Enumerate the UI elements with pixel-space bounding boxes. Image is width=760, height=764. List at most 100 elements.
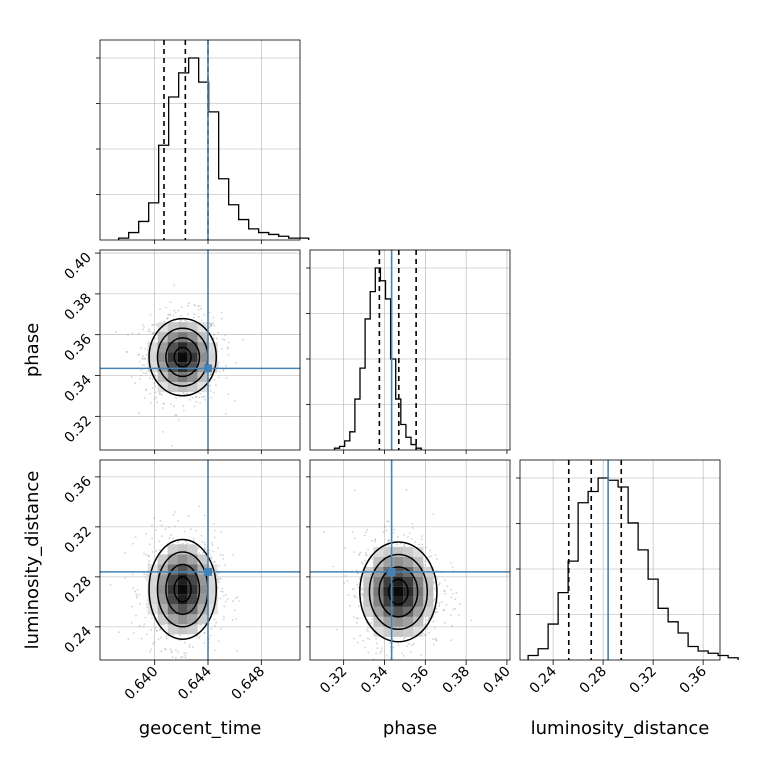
sample-point — [161, 407, 164, 409]
sample-point — [225, 594, 228, 596]
sample-point — [177, 520, 180, 522]
sample-point — [351, 530, 354, 533]
sample-point — [432, 620, 435, 623]
sample-point — [124, 552, 126, 554]
density-bin — [413, 606, 424, 617]
density-bin — [403, 546, 414, 557]
sample-point — [402, 655, 405, 657]
density-bin — [393, 546, 404, 557]
sample-point — [142, 372, 145, 374]
sample-point — [367, 627, 369, 629]
sample-point — [365, 531, 367, 534]
sample-point — [386, 654, 388, 657]
density-bin — [157, 382, 168, 393]
sample-point — [224, 334, 227, 336]
sample-point — [454, 607, 456, 610]
sample-point — [182, 391, 185, 394]
sample-point — [151, 524, 153, 527]
sample-point — [215, 621, 218, 624]
sample-point — [135, 593, 138, 596]
sample-point — [155, 550, 158, 552]
sample-point — [159, 308, 162, 311]
sample-point — [174, 525, 176, 528]
sample-point — [444, 579, 446, 581]
sample-point — [164, 528, 167, 530]
sample-point — [234, 400, 236, 402]
sample-point — [192, 316, 195, 319]
x-tick-label: 0.36 — [677, 663, 710, 696]
sample-point — [144, 347, 147, 350]
sample-point — [155, 629, 158, 632]
sample-point — [145, 554, 148, 556]
sample-point — [224, 412, 227, 415]
sample-point — [166, 317, 169, 320]
sample-point — [155, 396, 158, 398]
sample-point — [222, 618, 225, 620]
contour-line — [173, 346, 192, 368]
y-axis-luminosity_distance: 0.24 0.28 0.32 0.36 luminosity_distance — [22, 471, 100, 657]
sample-point — [336, 628, 338, 631]
sample-point — [170, 651, 173, 654]
panel-frame — [309, 249, 511, 451]
sample-point — [213, 324, 216, 327]
sample-point — [138, 412, 141, 415]
sample-point — [436, 577, 439, 580]
sample-point — [367, 651, 370, 654]
sample-point — [175, 414, 178, 416]
sample-point — [371, 618, 373, 621]
sample-point — [353, 616, 355, 618]
sample-point — [361, 593, 364, 595]
sample-point — [163, 402, 166, 405]
density-bin — [383, 556, 394, 567]
sample-point — [185, 320, 188, 323]
sample-point — [162, 431, 164, 433]
panel-frame — [99, 249, 301, 451]
sample-point — [169, 648, 172, 651]
sample-point — [201, 540, 203, 543]
density-bin — [197, 382, 208, 393]
sample-point — [224, 364, 227, 367]
sample-point — [227, 393, 230, 396]
sample-point — [209, 384, 212, 387]
sample-point — [344, 547, 346, 549]
y-axis-label-phase: phase — [22, 323, 43, 377]
sample-point — [218, 577, 220, 580]
sample-point — [470, 619, 473, 622]
density-bin — [207, 342, 218, 353]
sample-point — [221, 590, 224, 593]
sample-point — [125, 351, 128, 353]
density-bin — [187, 342, 198, 353]
sample-point — [224, 600, 227, 603]
density-bin — [147, 564, 158, 575]
sample-point — [170, 403, 172, 406]
sample-point — [420, 654, 422, 656]
sample-point — [143, 573, 146, 576]
sample-point — [151, 537, 154, 540]
sample-point — [183, 393, 186, 396]
sample-point — [358, 553, 361, 556]
x-axis-label-phase: phase — [383, 718, 437, 739]
x-tick-label: 0.32 — [317, 664, 350, 697]
sample-point — [353, 489, 356, 492]
sample-point — [213, 618, 216, 621]
sample-point — [361, 588, 363, 591]
sample-point — [219, 554, 222, 556]
sample-point — [346, 580, 349, 582]
sample-point — [143, 325, 145, 328]
sample-point — [211, 541, 213, 544]
sample-point — [144, 616, 147, 619]
density-bin — [147, 604, 158, 615]
sample-point — [173, 678, 175, 680]
sample-point — [221, 338, 224, 340]
sample-point — [423, 633, 426, 636]
panel-content — [310, 460, 510, 660]
sample-point — [414, 541, 417, 543]
sample-point — [353, 594, 356, 597]
contour-line — [368, 553, 429, 631]
sample-point — [199, 392, 202, 395]
density-bin — [167, 624, 178, 635]
sample-point — [428, 555, 431, 558]
sample-point — [187, 515, 190, 517]
sample-point — [188, 661, 190, 663]
sample-point — [365, 551, 367, 554]
